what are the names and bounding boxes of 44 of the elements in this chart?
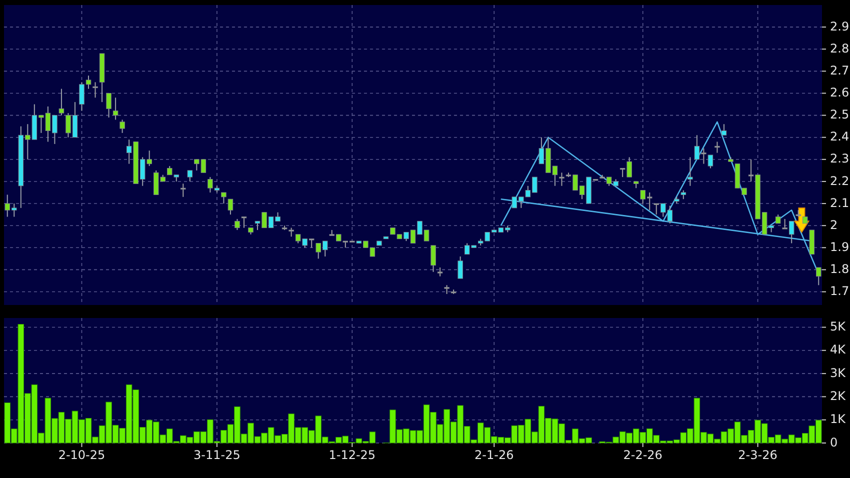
candlestick bbox=[241, 216, 247, 228]
y-tick-label: 2.4 bbox=[830, 130, 850, 144]
candlestick bbox=[708, 154, 714, 169]
candlestick bbox=[430, 244, 436, 272]
candlestick bbox=[559, 172, 564, 186]
candlestick bbox=[688, 156, 693, 186]
candlestick bbox=[458, 256, 463, 280]
y-tick-label: 4K bbox=[830, 342, 847, 357]
y-tick-label: 2.9 bbox=[830, 19, 850, 34]
y-tick-label: 2.1 bbox=[830, 196, 850, 210]
y-tick-label: 2.3 bbox=[830, 152, 850, 166]
candlestick bbox=[106, 92, 112, 118]
x-tick-label: 2-1-26 bbox=[474, 448, 514, 462]
y-tick-label: 1.7 bbox=[830, 284, 850, 298]
y-tick-label: 2.2 bbox=[830, 174, 850, 188]
y-tick-label: 2.7 bbox=[830, 63, 850, 78]
candlestick bbox=[58, 88, 64, 116]
x-tick-label: 1-12-25 bbox=[328, 448, 376, 462]
candlestick bbox=[816, 267, 822, 286]
candlestick bbox=[120, 119, 125, 134]
candlestick bbox=[228, 198, 234, 216]
candlestick bbox=[112, 97, 118, 120]
x-tick-label: 2-3-26 bbox=[738, 448, 778, 462]
y-tick-label: 5K bbox=[830, 320, 847, 334]
y-tick-label: 3K bbox=[830, 366, 847, 380]
y-tick-label: 2.5 bbox=[830, 108, 850, 122]
candlestick bbox=[221, 192, 226, 204]
y-tick-label: 2K bbox=[830, 388, 847, 403]
y-tick-label: 2 bbox=[830, 218, 838, 232]
x-tick-label: 2-2-26 bbox=[623, 448, 662, 462]
candlestick bbox=[714, 141, 720, 154]
candlestick bbox=[187, 170, 193, 182]
y-tick-label: 1.9 bbox=[830, 240, 850, 254]
candlestick bbox=[92, 82, 98, 98]
y-tick-label: 2.6 bbox=[830, 86, 850, 100]
x-tick-label: 2-10-25 bbox=[58, 448, 106, 462]
y-tick-label: 2.8 bbox=[830, 41, 850, 56]
candlestick bbox=[180, 183, 186, 198]
x-tick-label: 3-11-25 bbox=[194, 448, 240, 462]
y-tick-label: 1K bbox=[830, 412, 847, 426]
y-tick-label: 0 bbox=[830, 435, 838, 450]
y-tick-label: 1.8 bbox=[830, 262, 850, 276]
candlestick bbox=[721, 124, 727, 136]
candlestick bbox=[234, 218, 240, 230]
